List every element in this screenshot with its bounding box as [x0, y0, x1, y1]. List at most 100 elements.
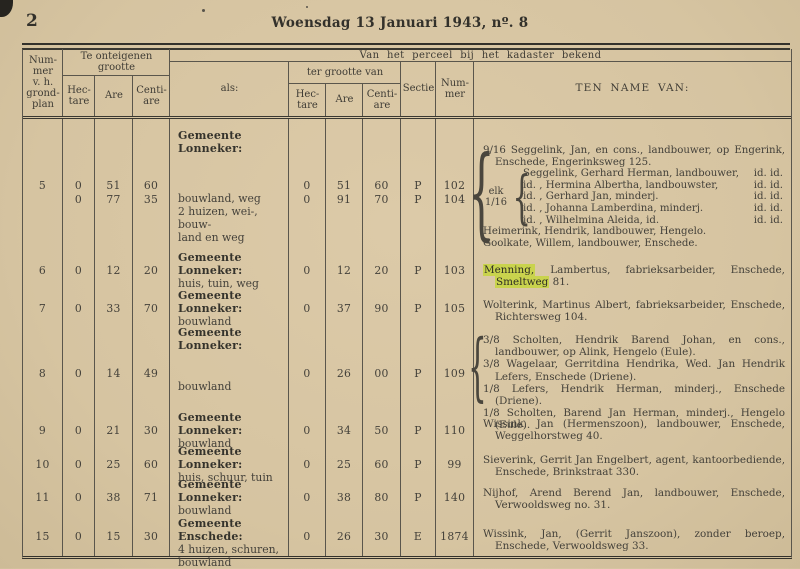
cell-are-kadaster: 25	[326, 441, 363, 474]
cell-grondplan: 7	[23, 281, 63, 322]
cell-are-kadaster: 26	[326, 322, 363, 409]
cell-centiare-kadaster: 00	[363, 322, 401, 409]
cell-sectie: E	[401, 507, 436, 556]
cell-nummer: 102 104	[436, 119, 474, 250]
header-te-onteigenen-grootte: Te onteigenen grootte	[80, 51, 153, 73]
header-ten-name-van: TEN NAME VAN:	[575, 82, 690, 94]
cell-sectie: P	[401, 250, 436, 281]
cell-hectare-kadaster: 0	[289, 507, 326, 556]
cell-grondplan: 10	[23, 441, 63, 474]
cell-centiare-onteigenen: 70	[133, 281, 170, 322]
owner-text: Lambertus, fabrieksarbeider, Enschede,	[535, 264, 785, 276]
cell-als: Gemeente Enschede: 4 huizen, schuren, bo…	[170, 507, 289, 569]
heir-line: id. , Hermina Albertha, landbouwster, id.…	[523, 180, 785, 192]
cell-are-kadaster: 12	[326, 250, 363, 281]
cell-nummer: 105	[436, 281, 474, 322]
cell-are-kadaster: 34	[326, 409, 363, 441]
column-divider	[132, 75, 133, 116]
header-rule	[169, 61, 791, 62]
header-ter-grootte-van: ter grootte van	[306, 66, 384, 78]
cell-ten-name-van: { 3/8 Scholten, Hendrik Barend Johan, en…	[468, 322, 791, 431]
gemeente-heading: Gemeente Lonneker:	[178, 445, 243, 471]
owner-entry: Sieverink, Gerrit Jan Engelbert, agent, …	[483, 454, 785, 479]
cell-ten-name-van: Wissink, Jan, (Gerrit Janszoon), zonder …	[474, 507, 791, 556]
cell-ten-name-van: Menning, Lambertus, fabrieksarbeider, En…	[474, 250, 791, 289]
table-row-8: 8 0 14 49 Gemeente Lonneker: bouwland 0 …	[23, 322, 791, 431]
header-hectare-kadaster: Hec- tare	[295, 88, 320, 111]
cell-hectare-kadaster: 0	[289, 281, 326, 322]
owner-entry: Nijhof, Arend Berend Jan, landbouwer, En…	[483, 487, 785, 512]
column-divider	[62, 49, 63, 116]
scan-speck	[202, 9, 205, 12]
cell-centiare-onteigenen: 30	[133, 409, 170, 441]
header-grondplan: Num- mer v. h. grond- plan	[26, 55, 60, 110]
cell-are-onteigenen: 51 77	[95, 119, 133, 250]
cell-are-onteigenen: 38	[95, 474, 133, 507]
top-rule	[22, 43, 790, 50]
heirs-list: Seggelink, Gerhard Herman, landbouwer, id…	[523, 168, 785, 226]
search-highlight: Smeltweg	[495, 276, 550, 289]
column-divider	[169, 49, 170, 116]
cell-grondplan: 6	[23, 250, 63, 281]
table-row-11: 11 0 38 71 Gemeente Lonneker: bouwland 0…	[23, 474, 791, 517]
cell-centiare-kadaster: 50	[363, 409, 401, 441]
gemeente-heading: Gemeente Lonneker:	[178, 289, 243, 315]
cell-nummer: 103	[436, 250, 474, 281]
owner-entry: Heimerink, Hendrik, landbouwer, Hengelo.	[483, 226, 707, 238]
cell-sectie: P P	[401, 119, 436, 250]
cell-are-onteigenen: 21	[95, 409, 133, 441]
als-description: huis, schuur, tuin	[178, 471, 273, 484]
cell-centiare-onteigenen: 60 35	[133, 119, 170, 250]
cell-ten-name-van: Wissink, Jan (Hermenszoon), landbouwer, …	[474, 409, 791, 443]
cell-als: Gemeente Lonneker: bouwland, weg 2 huize…	[170, 119, 289, 250]
owner-entry: Wissink, Jan (Hermenszoon), landbouwer, …	[483, 418, 785, 443]
cell-sectie: P	[401, 322, 436, 409]
cell-ten-name-van: Wolterink, Martinus Albert, fabrieksarbe…	[474, 281, 791, 323]
brace-icon: {	[512, 163, 531, 232]
cell-grondplan: 5	[23, 119, 63, 250]
owner-entry: 3/8 Scholten, Hendrik Barend Johan, en c…	[483, 334, 785, 359]
cell-nummer: 99	[436, 441, 474, 474]
header-are: Are	[105, 90, 123, 101]
cell-centiare-kadaster: 80	[363, 474, 401, 507]
cell-hectare-kadaster: 0	[289, 409, 326, 441]
column-divider	[94, 75, 95, 116]
share-label: elk 1/16	[485, 186, 507, 209]
table-header: Num- mer v. h. grond- plan Te onteigenen…	[23, 49, 791, 119]
cell-hectare-kadaster: 0 0	[289, 119, 326, 250]
cell-grondplan: 8	[23, 322, 63, 409]
header-sectie: Sectie	[402, 83, 435, 94]
table-row-5: 5 0 0 51 77 60 35 Gemeente Lonneker: bou…	[23, 119, 791, 250]
cell-nummer: 109	[436, 322, 474, 409]
header-centiare-kadaster: Centi- are	[366, 88, 398, 111]
cell-nummer: 110	[436, 409, 474, 441]
gemeente-heading: Gemeente Lonneker:	[178, 326, 243, 352]
table-row-9: 9 0 21 30 Gemeente Lonneker: bouwland 0 …	[23, 409, 791, 450]
heir-line: Seggelink, Gerhard Herman, landbouwer, id…	[523, 168, 785, 180]
als-description: bouwland, weg 2 huizen, wei-, bouw- land…	[178, 192, 261, 244]
table-row-10: 10 0 25 60 Gemeente Lonneker: huis, schu…	[23, 441, 791, 484]
cell-grondplan: 11	[23, 474, 63, 507]
group-brace-icon: {	[468, 324, 487, 410]
cell-hectare-kadaster: 0	[289, 322, 326, 409]
heir-line: id. , Gerhard Jan, minderj. id. id.	[523, 191, 785, 203]
cell-are-onteigenen: 14	[95, 322, 133, 409]
heir-idid: id. id.	[753, 214, 783, 226]
heir-idid: id. id.	[753, 179, 783, 191]
cell-hectare-onteigenen: 0	[63, 441, 95, 474]
cell-centiare-kadaster: 90	[363, 281, 401, 322]
cell-centiare-onteigenen: 71	[133, 474, 170, 507]
cell-hectare-kadaster: 0	[289, 441, 326, 474]
cell-are-onteigenen: 15	[95, 507, 133, 556]
cell-hectare-onteigenen: 0 0	[63, 119, 95, 250]
cell-ten-name-van: { 9/16 Seggelink, Jan, en cons., landbou…	[468, 119, 791, 250]
cell-als: Gemeente Lonneker: bouwland	[170, 281, 289, 328]
header-centiare: Centi- are	[136, 84, 167, 107]
heir-name: id. , Hermina Albertha, landbouwster,	[523, 179, 719, 191]
gemeente-heading: Gemeente Enschede:	[178, 517, 243, 543]
cell-als: Gemeente Lonneker: bouwland	[170, 474, 289, 517]
cell-nummer: 1874	[436, 507, 474, 556]
cell-ten-name-van: Nijhof, Arend Berend Jan, landbouwer, En…	[474, 474, 791, 511]
header-als: als:	[220, 83, 239, 94]
cell-hectare-onteigenen: 0	[63, 409, 95, 441]
